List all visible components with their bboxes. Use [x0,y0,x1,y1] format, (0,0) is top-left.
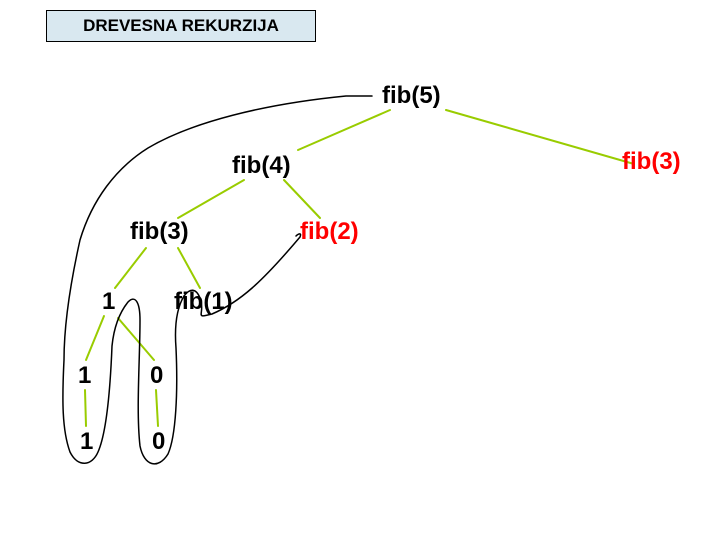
node-label: fib(3) [130,218,189,245]
node-fib5: fib(5) [382,82,441,110]
node-label: fib(5) [382,82,441,109]
connector-layer [0,0,720,540]
node-fib1: fib(1) [174,288,233,316]
title-text: DREVESNA REKURZIJA [83,16,279,36]
node-label: fib(4) [232,152,291,179]
node-label: fib(1) [174,288,233,315]
node-label: fib(3) [622,148,681,175]
node-0-b: 0 [152,428,165,456]
node-label: 1 [102,288,115,315]
node-fib4: fib(4) [232,152,291,180]
node-label: 1 [78,362,91,389]
node-label: fib(2) [300,218,359,245]
node-label: 1 [80,428,93,455]
node-fib2: fib(2) [300,218,359,246]
title-box: DREVESNA REKURZIJA [46,10,316,42]
node-1-c: 1 [80,428,93,456]
node-label: 0 [150,362,163,389]
diagram-stage: DREVESNA REKURZIJA fib(5) fib(4) fib(3) … [0,0,720,540]
node-1-b: 1 [78,362,91,390]
node-fib3-right: fib(3) [622,148,681,176]
node-label: 0 [152,428,165,455]
node-fib3-left: fib(3) [130,218,189,246]
node-1-a: 1 [102,288,115,316]
node-0-a: 0 [150,362,163,390]
